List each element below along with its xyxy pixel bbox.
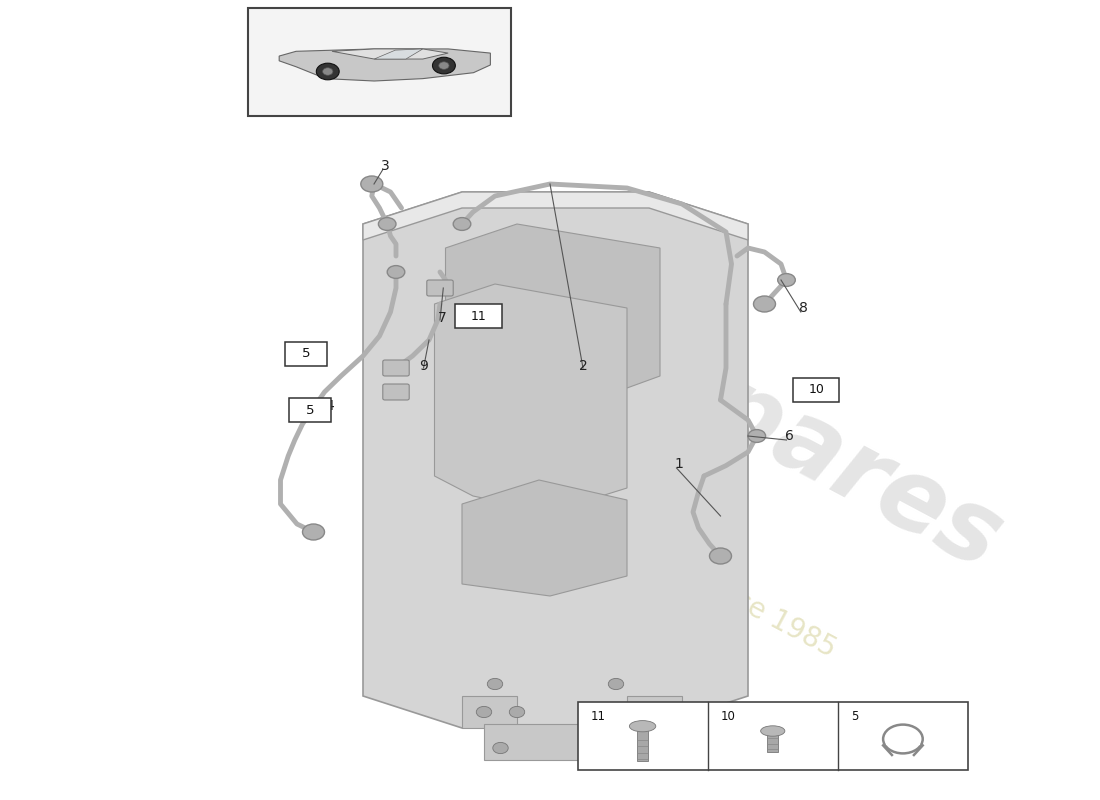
Text: 1: 1 — [674, 457, 683, 471]
Text: 4: 4 — [326, 398, 334, 413]
Circle shape — [487, 678, 503, 690]
Circle shape — [710, 548, 732, 564]
Polygon shape — [363, 192, 748, 728]
Text: 11: 11 — [471, 310, 486, 322]
Circle shape — [302, 524, 324, 540]
Circle shape — [608, 678, 624, 690]
Circle shape — [636, 742, 651, 754]
Bar — [637, 730, 648, 762]
Polygon shape — [374, 49, 422, 59]
Bar — [462, 696, 517, 728]
Circle shape — [378, 218, 396, 230]
Text: 7: 7 — [438, 310, 447, 325]
Text: 11: 11 — [591, 710, 606, 722]
Text: 8: 8 — [799, 301, 807, 315]
Circle shape — [361, 176, 383, 192]
FancyBboxPatch shape — [793, 378, 839, 402]
FancyBboxPatch shape — [285, 342, 327, 366]
Circle shape — [509, 706, 525, 718]
Circle shape — [322, 68, 333, 75]
Text: 10: 10 — [720, 710, 736, 722]
FancyBboxPatch shape — [455, 304, 502, 328]
Polygon shape — [279, 49, 491, 81]
Text: 5: 5 — [851, 710, 858, 722]
Text: 9: 9 — [419, 358, 428, 373]
FancyBboxPatch shape — [289, 398, 331, 422]
Circle shape — [754, 296, 776, 312]
Ellipse shape — [629, 721, 656, 732]
Polygon shape — [446, 224, 660, 400]
Circle shape — [476, 706, 492, 718]
FancyBboxPatch shape — [383, 360, 409, 376]
Circle shape — [317, 63, 339, 80]
Circle shape — [748, 430, 766, 442]
Polygon shape — [462, 480, 627, 596]
Polygon shape — [434, 284, 627, 512]
Bar — [768, 734, 779, 752]
Circle shape — [641, 706, 657, 718]
Circle shape — [439, 62, 449, 70]
Polygon shape — [332, 49, 448, 59]
Text: 6: 6 — [785, 429, 794, 443]
Text: 10: 10 — [808, 383, 824, 396]
Text: 2: 2 — [579, 358, 587, 373]
FancyBboxPatch shape — [578, 702, 968, 770]
Text: 5: 5 — [306, 404, 315, 417]
Circle shape — [778, 274, 795, 286]
Bar — [627, 696, 682, 728]
Text: 5: 5 — [301, 347, 310, 360]
Circle shape — [302, 400, 324, 416]
FancyBboxPatch shape — [427, 280, 453, 296]
FancyBboxPatch shape — [248, 8, 512, 116]
Circle shape — [493, 742, 508, 754]
Text: 3: 3 — [381, 158, 389, 173]
FancyBboxPatch shape — [383, 384, 409, 400]
Ellipse shape — [761, 726, 785, 736]
Bar — [484, 724, 682, 760]
Circle shape — [608, 706, 624, 718]
Polygon shape — [363, 192, 748, 240]
Text: eurospares: eurospares — [412, 209, 1018, 591]
Circle shape — [453, 218, 471, 230]
Text: a passion for parts since 1985: a passion for parts since 1985 — [458, 441, 840, 663]
Circle shape — [432, 58, 455, 74]
Circle shape — [387, 266, 405, 278]
